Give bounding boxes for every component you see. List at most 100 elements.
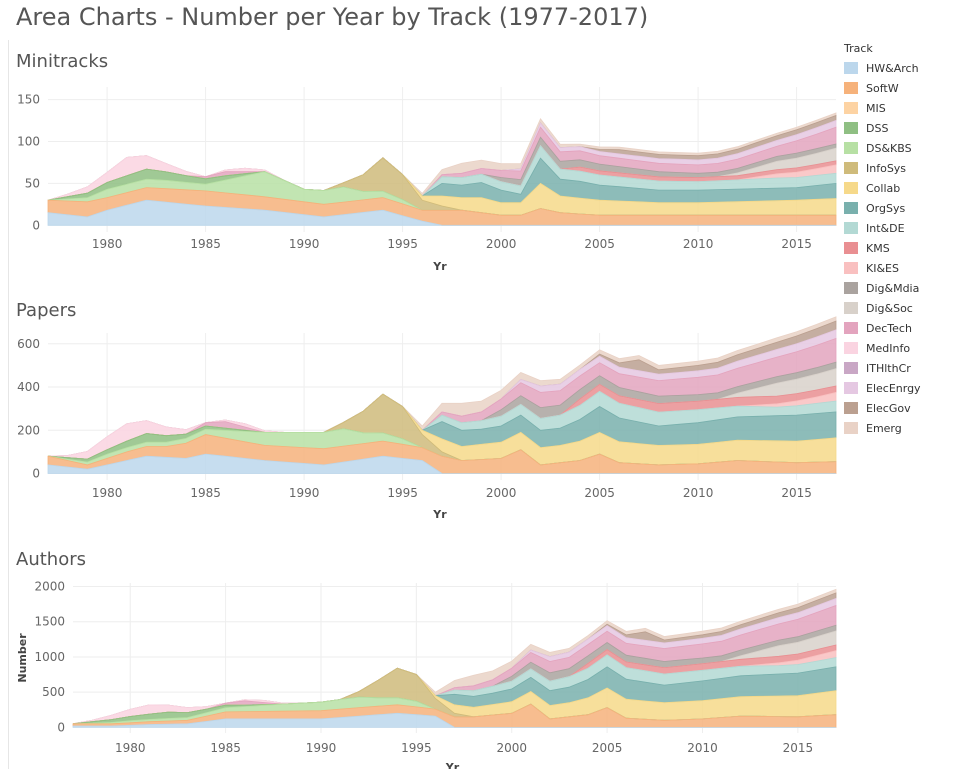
legend-swatch: [844, 342, 858, 354]
legend-title: Track: [844, 42, 873, 55]
x-tick-label: 1980: [115, 741, 146, 755]
x-tick-label: 1980: [92, 237, 123, 251]
legend-swatch: [844, 102, 858, 114]
y-tick-label: 500: [42, 685, 65, 699]
legend-swatch: [844, 122, 858, 134]
legend-item[interactable]: OrgSys: [844, 198, 954, 218]
legend-item[interactable]: MIS: [844, 98, 954, 118]
legend-label: OrgSys: [866, 201, 906, 215]
legend-item[interactable]: KI&ES: [844, 258, 954, 278]
y-tick-label: 50: [25, 176, 40, 190]
legend-swatch: [844, 282, 858, 294]
legend-swatch: [844, 82, 858, 94]
y-tick-label: 0: [57, 720, 65, 734]
x-tick-label: 2010: [683, 237, 714, 251]
legend-swatch: [844, 402, 858, 414]
legend-label: ITHlthCr: [866, 361, 911, 375]
x-tick-label: 2010: [683, 486, 714, 500]
legend-swatch: [844, 202, 858, 214]
legend-item[interactable]: ITHlthCr: [844, 358, 954, 378]
legend-item[interactable]: Dig&Mdia: [844, 278, 954, 298]
legend-label: DecTech: [866, 321, 912, 335]
legend-item[interactable]: MedInfo: [844, 338, 954, 358]
legend-swatch: [844, 182, 858, 194]
legend-item[interactable]: InfoSys: [844, 158, 954, 178]
legend-item[interactable]: Dig&Soc: [844, 298, 954, 318]
y-tick-label: 150: [17, 93, 40, 107]
legend-label: MIS: [866, 101, 886, 115]
legend-item[interactable]: Emerg: [844, 418, 954, 438]
chart-panel-0: 0 50 100 150 1980 1985 1990 1995 2000 2005 2010 201…: [17, 87, 837, 273]
legend-items: HW&Arch SoftW MIS DSS DS&KBS InfoSys Collab Org…: [844, 58, 954, 438]
legend-item[interactable]: Int&DE: [844, 218, 954, 238]
legend-label: Emerg: [866, 421, 902, 435]
x-tick-label: 2000: [496, 741, 527, 755]
legend-label: KI&ES: [866, 261, 899, 275]
legend-label: Dig&Mdia: [866, 281, 920, 295]
x-tick-label: 1995: [401, 741, 432, 755]
legend-label: SoftW: [866, 81, 899, 95]
x-tick-label: 1990: [289, 237, 320, 251]
legend-item[interactable]: ElecEnrgy: [844, 378, 954, 398]
legend-label: DSS: [866, 121, 889, 135]
x-tick-label: 2015: [783, 741, 814, 755]
x-tick-label: 2000: [486, 486, 517, 500]
x-tick-label: 1985: [190, 486, 221, 500]
area-hw-arch[interactable]: [72, 712, 836, 728]
y-tick-label: 1000: [34, 650, 65, 664]
legend-swatch: [844, 62, 858, 74]
legend-item[interactable]: DecTech: [844, 318, 954, 338]
legend-label: InfoSys: [866, 161, 907, 175]
y-tick-label: 400: [17, 380, 40, 394]
left-divider: [8, 40, 9, 769]
panel-title-papers: Papers: [16, 300, 77, 321]
page-title: Area Charts - Number per Year by Track (…: [16, 3, 649, 31]
x-tick-label: 1985: [210, 741, 241, 755]
legend-swatch: [844, 222, 858, 234]
chart-panel-1: 0 200 400 600 1980 1985 1990 1995 2000 2005 2010 20…: [17, 316, 837, 521]
y-tick-label: 600: [17, 337, 40, 351]
x-tick-label: 1990: [289, 486, 320, 500]
legend-item[interactable]: DS&KBS: [844, 138, 954, 158]
legend-label: MedInfo: [866, 341, 911, 355]
y-tick-label: 1500: [34, 615, 65, 629]
x-tick-label: 1990: [306, 741, 337, 755]
panel-title-minitracks: Minitracks: [16, 51, 109, 72]
x-tick-label: 1985: [190, 237, 221, 251]
legend-label: Collab: [866, 181, 901, 195]
legend-swatch: [844, 242, 858, 254]
x-axis-label: Yr: [432, 260, 447, 273]
legend-swatch: [844, 382, 858, 394]
legend-swatch: [844, 362, 858, 374]
legend-label: KMS: [866, 241, 890, 255]
y-tick-label: 100: [17, 134, 40, 148]
x-tick-label: 2010: [687, 741, 718, 755]
legend-item[interactable]: DSS: [844, 118, 954, 138]
x-axis-label: Yr: [445, 761, 460, 769]
legend-label: DS&KBS: [866, 141, 912, 155]
panel-title-authors: Authors: [16, 549, 86, 570]
x-tick-label: 2005: [584, 486, 615, 500]
y-axis-label: Number: [16, 633, 29, 683]
area-hw-arch[interactable]: [47, 199, 836, 226]
legend-item[interactable]: HW&Arch: [844, 58, 954, 78]
area-hw-arch[interactable]: [47, 453, 836, 474]
legend-swatch: [844, 422, 858, 434]
legend-item[interactable]: SoftW: [844, 78, 954, 98]
legend-swatch: [844, 302, 858, 314]
legend-label: HW&Arch: [866, 61, 919, 75]
legend-label: Dig&Soc: [866, 301, 913, 315]
x-tick-label: 2005: [592, 741, 623, 755]
legend-label: ElecEnrgy: [866, 381, 921, 395]
x-tick-label: 2005: [584, 237, 615, 251]
x-tick-label: 1980: [92, 486, 123, 500]
legend-item[interactable]: ElecGov: [844, 398, 954, 418]
y-tick-label: 0: [32, 467, 40, 481]
legend: Track HW&Arch SoftW MIS DSS DS&KBS InfoSys Col…: [844, 42, 954, 438]
legend-swatch: [844, 262, 858, 274]
legend-item[interactable]: Collab: [844, 178, 954, 198]
legend-item[interactable]: KMS: [844, 238, 954, 258]
legend-label: Int&DE: [866, 221, 905, 235]
x-tick-label: 2015: [781, 486, 812, 500]
